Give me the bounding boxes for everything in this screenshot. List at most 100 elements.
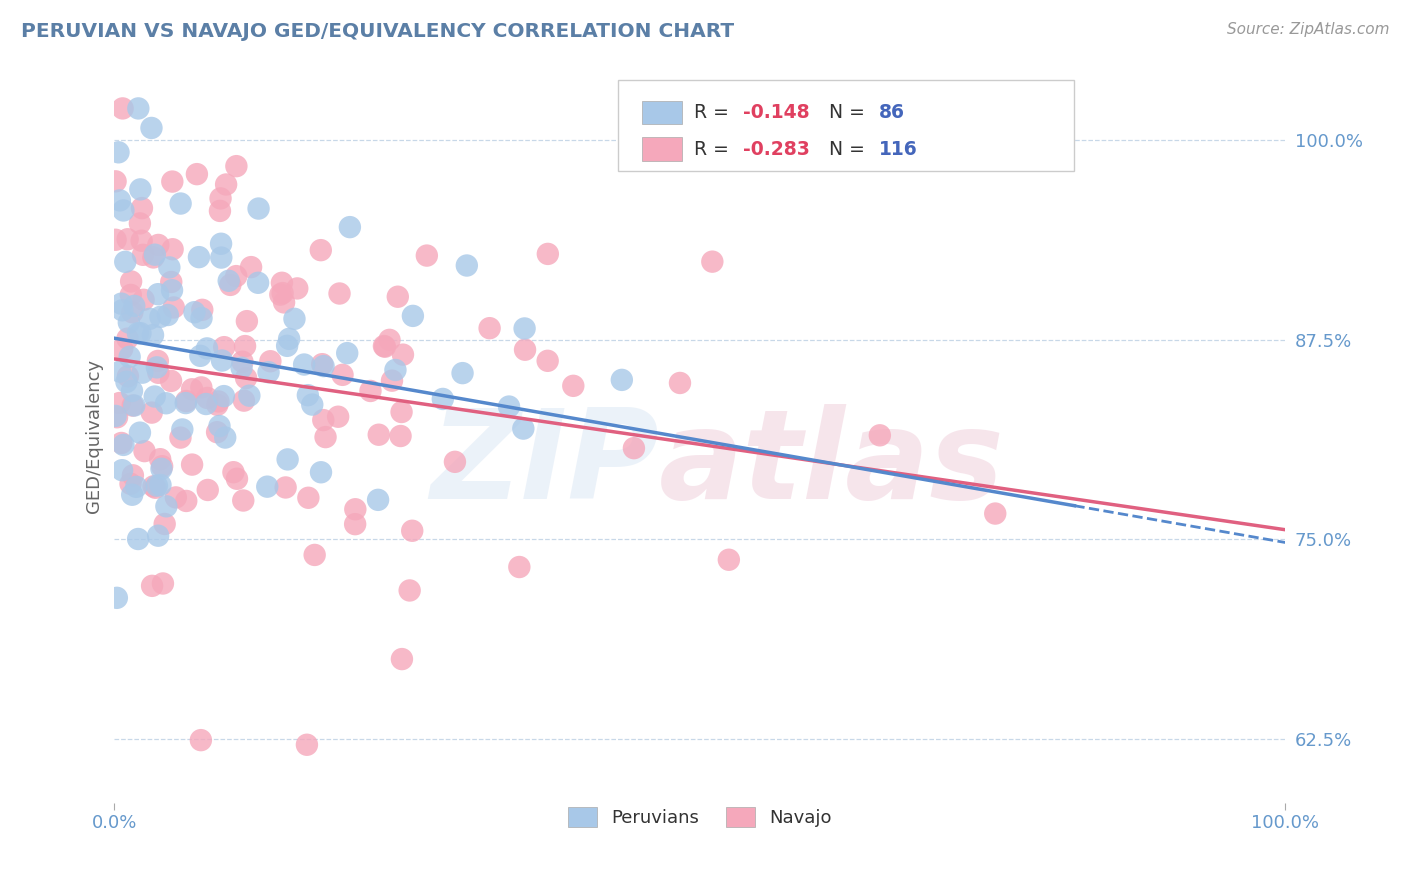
- Point: [211, 353, 233, 368]
- Point: [208, 419, 231, 434]
- Point: [152, 576, 174, 591]
- Point: [132, 293, 155, 307]
- Point: [209, 236, 232, 251]
- Point: [373, 339, 395, 353]
- Point: [155, 500, 177, 514]
- Point: [187, 250, 209, 264]
- Point: [537, 354, 560, 368]
- Point: [339, 220, 361, 235]
- Point: [195, 391, 218, 405]
- Point: [208, 203, 231, 218]
- Point: [190, 380, 212, 394]
- FancyBboxPatch shape: [643, 137, 682, 161]
- Point: [498, 400, 520, 414]
- Point: [225, 269, 247, 284]
- Point: [562, 379, 585, 393]
- Point: [256, 480, 278, 494]
- Point: [236, 314, 259, 328]
- Point: [309, 243, 332, 257]
- Point: [146, 354, 169, 368]
- Point: [292, 358, 315, 372]
- Point: [207, 398, 229, 412]
- Point: [226, 472, 249, 486]
- Point: [105, 591, 128, 605]
- Point: [344, 517, 367, 532]
- Text: Source: ZipAtlas.com: Source: ZipAtlas.com: [1226, 22, 1389, 37]
- Point: [259, 354, 281, 368]
- Point: [149, 452, 172, 467]
- Point: [131, 366, 153, 380]
- Y-axis label: GED/Equivalency: GED/Equivalency: [86, 359, 103, 513]
- Text: atlas: atlas: [659, 404, 1004, 525]
- Point: [401, 524, 423, 538]
- Point: [148, 238, 170, 252]
- Point: [610, 373, 633, 387]
- Point: [142, 479, 165, 493]
- Point: [134, 444, 156, 458]
- Point: [235, 371, 257, 385]
- Point: [129, 216, 152, 230]
- Point: [456, 259, 478, 273]
- Point: [392, 348, 415, 362]
- Point: [117, 332, 139, 346]
- Point: [271, 276, 294, 290]
- Point: [150, 462, 173, 476]
- Text: R =: R =: [695, 103, 735, 122]
- Point: [155, 396, 177, 410]
- Point: [444, 455, 467, 469]
- Point: [104, 409, 127, 423]
- Point: [478, 321, 501, 335]
- Point: [156, 308, 179, 322]
- Point: [132, 248, 155, 262]
- Point: [218, 274, 240, 288]
- Point: [162, 175, 184, 189]
- Point: [112, 438, 135, 452]
- Point: [163, 301, 186, 315]
- Point: [169, 196, 191, 211]
- Point: [222, 465, 245, 479]
- Text: N =: N =: [828, 103, 870, 122]
- Text: -0.283: -0.283: [744, 139, 810, 159]
- Point: [984, 507, 1007, 521]
- Point: [157, 260, 180, 275]
- Point: [416, 249, 439, 263]
- Point: [367, 427, 389, 442]
- Point: [304, 548, 326, 562]
- Point: [257, 365, 280, 379]
- Point: [174, 494, 197, 508]
- Point: [120, 275, 142, 289]
- Point: [115, 375, 138, 389]
- Point: [129, 425, 152, 440]
- Point: [122, 399, 145, 413]
- Point: [111, 342, 134, 356]
- Point: [869, 428, 891, 442]
- Point: [141, 579, 163, 593]
- Point: [143, 390, 166, 404]
- Point: [285, 281, 308, 295]
- Point: [169, 431, 191, 445]
- Point: [276, 339, 298, 353]
- Point: [717, 553, 740, 567]
- FancyBboxPatch shape: [617, 79, 1074, 171]
- Point: [537, 247, 560, 261]
- Point: [146, 287, 169, 301]
- Point: [328, 286, 350, 301]
- Point: [311, 357, 333, 371]
- Point: [432, 392, 454, 406]
- Text: 86: 86: [879, 103, 905, 122]
- Point: [297, 491, 319, 505]
- Point: [148, 366, 170, 380]
- Point: [141, 120, 163, 135]
- Text: -0.148: -0.148: [744, 103, 810, 122]
- Point: [623, 441, 645, 455]
- Point: [283, 311, 305, 326]
- Point: [122, 468, 145, 483]
- Point: [174, 396, 197, 410]
- Point: [141, 406, 163, 420]
- Point: [117, 369, 139, 384]
- Point: [332, 368, 354, 382]
- Point: [212, 340, 235, 354]
- Point: [160, 275, 183, 289]
- Point: [112, 203, 135, 218]
- Point: [150, 459, 173, 474]
